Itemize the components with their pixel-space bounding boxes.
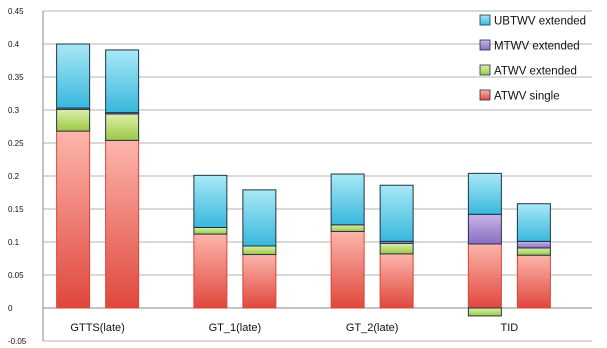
y-tick-label: 0.25 [8,139,24,148]
y-tick-label: 0.35 [8,73,24,82]
bar-segment-atwv-single [517,255,550,308]
bar-segment-atwv-extended [517,248,550,255]
y-tick-label: 0.15 [8,205,24,214]
legend-swatch [480,15,490,25]
bar-segment-atwv-extended [243,246,276,255]
y-tick-label: -0.05 [8,337,27,346]
bar-segment-ubtwv-extended [243,190,276,246]
bar-segment-ubtwv-extended [331,174,364,225]
bar-segment-atwv-single [380,254,413,308]
legend-label: UBTWV extended [494,16,586,28]
bar-segment-atwv-extended [57,109,90,131]
legend-swatch [480,90,490,100]
bar-segment-atwv-single [331,231,364,308]
bar-segment-mtwv-extended [468,214,501,244]
bar-segment-ubtwv-extended [468,173,501,214]
legend: UBTWV extended MTWV extended ATWV extended… [480,15,586,103]
bar-segment-atwv-extended [194,227,227,234]
legend-swatch [480,40,490,50]
y-tick-label: 0.4 [8,40,20,49]
bar-segment-ubtwv-extended [106,50,139,113]
bar-segment-atwv-single [106,140,139,308]
y-tick-label: 0 [8,304,13,313]
bar-segment-atwv-single [57,131,90,308]
bar-segment-atwv-single [468,244,501,308]
legend-label: MTWV extended [494,41,580,53]
x-axis-labels: GTTS(late) GT_1(late) GT_2(late) TID [70,322,518,334]
bar-segment-atwv-extended [468,308,501,316]
y-tick-label: 0.45 [8,7,24,16]
bar-segment-atwv-extended [331,225,364,232]
y-tick-label: 0.05 [8,271,24,280]
legend-swatch [480,65,490,75]
bar-segment-mtwv-extended [517,241,550,248]
bar-segment-ubtwv-extended [194,175,227,227]
y-axis: -0.05 0 0.05 0.1 0.15 0.2 0.25 0.3 0.35 0.4 0.45 [8,7,43,346]
category-label: GT_2(late) [346,322,399,334]
y-tick-label: 0.1 [8,238,20,247]
legend-label: ATWV extended [494,66,577,78]
category-label: TID [501,322,519,334]
y-tick-label: 0.3 [8,106,20,115]
category-label: GT_1(late) [209,322,262,334]
bar-segment-atwv-single [194,234,227,308]
bar-segment-ubtwv-extended [517,204,550,242]
category-label: GTTS(late) [70,322,124,334]
legend-label: ATWV single [494,91,560,103]
bar-segment-atwv-extended [106,114,139,140]
bar-segment-atwv-extended [380,243,413,254]
y-tick-label: 0.2 [8,172,20,181]
bar-segment-ubtwv-extended [380,185,413,241]
bar-segment-atwv-single [243,255,276,308]
bar-segment-ubtwv-extended [57,44,90,108]
